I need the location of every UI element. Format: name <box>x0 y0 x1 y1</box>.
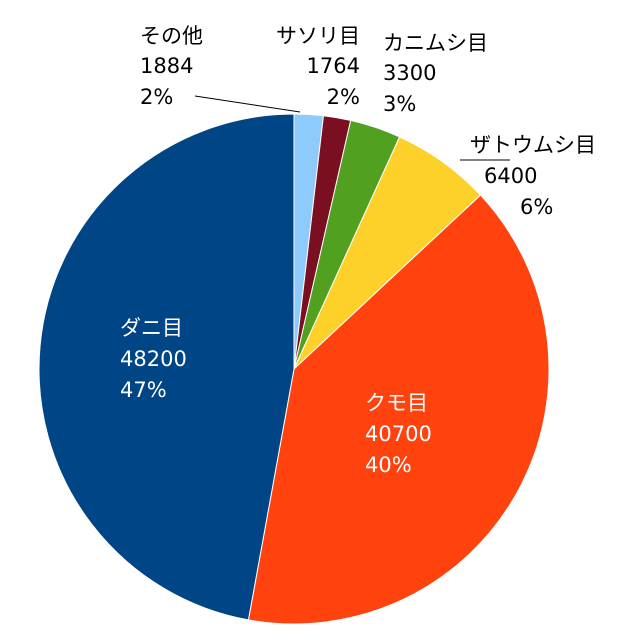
pie-slice-4 <box>247 194 550 625</box>
slice-value-label-0: 1884 <box>140 54 193 78</box>
slice-value-label-2: 3300 <box>383 61 436 85</box>
slice-name-label-2: カニムシ目 <box>383 31 488 55</box>
slice-name-label-0: その他 <box>140 24 203 48</box>
slice-percent-label-0: 2% <box>140 85 173 109</box>
leader-lines <box>194 95 510 161</box>
slice-value-label-1: 1764 <box>307 54 360 78</box>
pie-slice-5 <box>38 113 295 621</box>
leader-line-0 <box>194 95 301 113</box>
slice-percent-label-2: 3% <box>383 92 416 116</box>
slice-percent-label-1: 2% <box>327 85 360 109</box>
pie-slices <box>38 113 550 625</box>
slice-name-label-5: ダニ目 <box>120 316 183 340</box>
slice-percent-label-3: 6% <box>520 195 553 219</box>
slice-value-label-5: 48200 <box>120 347 187 371</box>
slice-value-label-4: 40700 <box>365 422 432 446</box>
slice-value-label-3: 6400 <box>484 164 537 188</box>
slice-percent-label-5: 47% <box>120 378 167 402</box>
slice-labels: その他 1884 2% サソリ目 1764 2% カニムシ目 3300 3% ザトウムシ目 6400… <box>120 24 596 477</box>
slice-name-label-3: ザトウムシ目 <box>470 133 596 157</box>
slice-name-label-4: クモ目 <box>365 391 428 415</box>
slice-percent-label-4: 40% <box>365 453 412 477</box>
slice-name-label-1: サソリ目 <box>276 24 360 48</box>
